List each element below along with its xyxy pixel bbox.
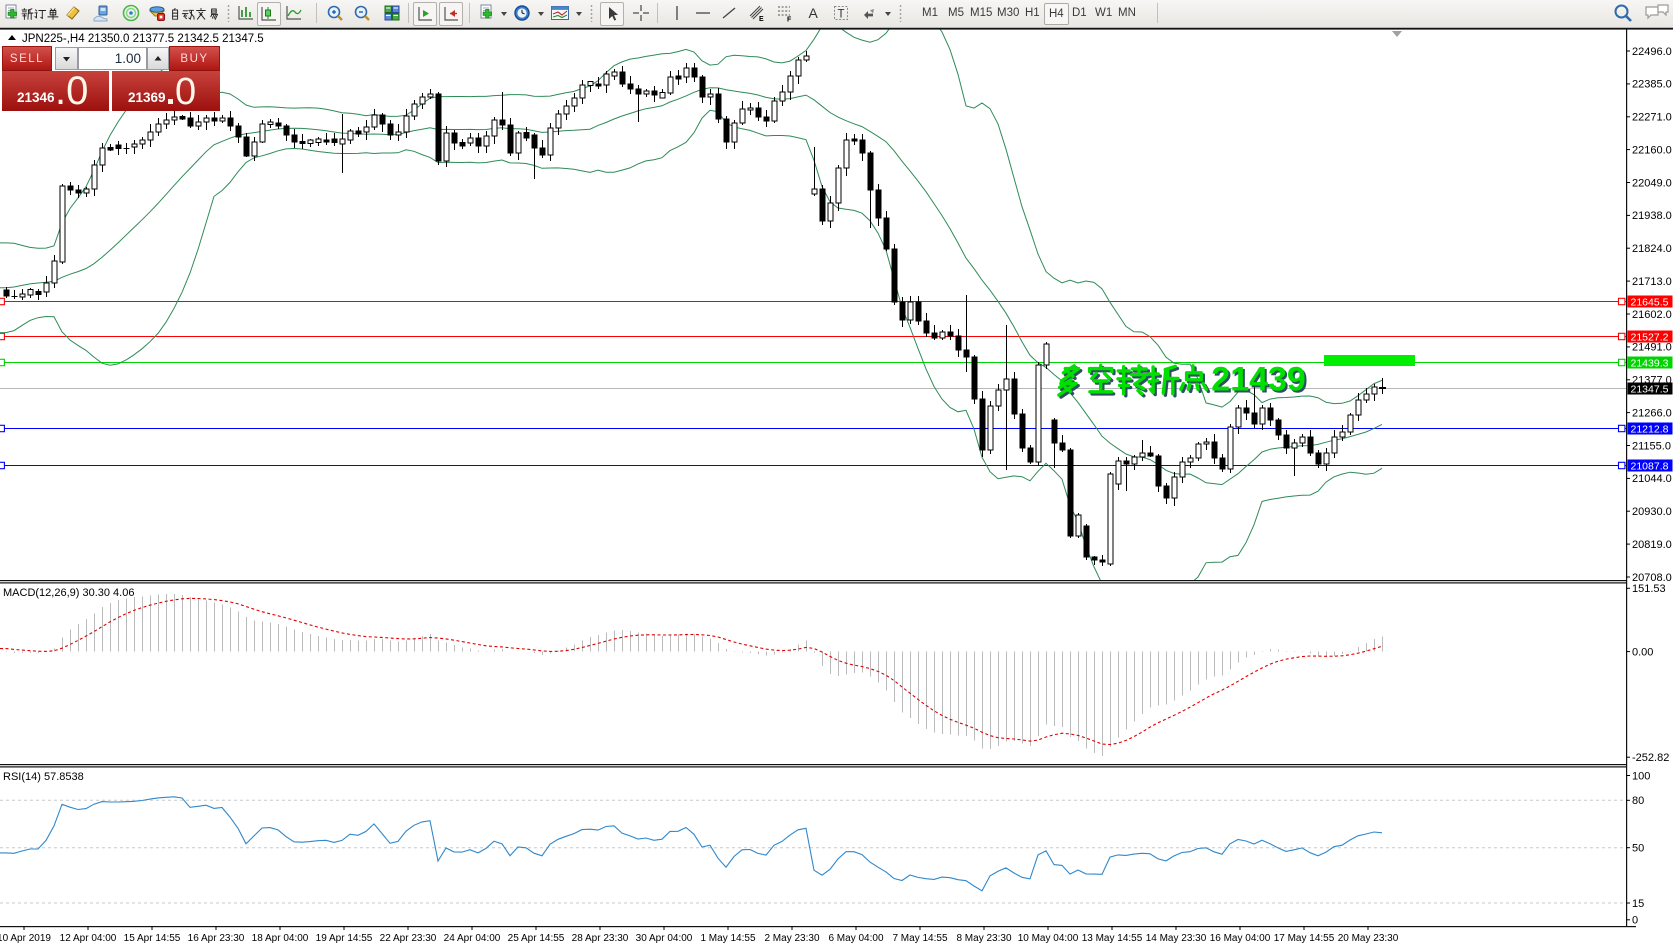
svg-text:20819.0: 20819.0: [1632, 539, 1672, 551]
svg-text:21491.0: 21491.0: [1632, 342, 1672, 354]
svg-text:100: 100: [1632, 770, 1650, 782]
svg-text:22049.0: 22049.0: [1632, 177, 1672, 189]
svg-text:21044.0: 21044.0: [1632, 473, 1672, 485]
svg-text:21713.0: 21713.0: [1632, 276, 1672, 288]
svg-text:15: 15: [1632, 898, 1644, 910]
svg-text:16 May 04:00: 16 May 04:00: [1210, 933, 1271, 944]
svg-text:21645.5: 21645.5: [1631, 296, 1669, 308]
svg-text:21212.8: 21212.8: [1631, 423, 1669, 435]
svg-text:F: F: [787, 17, 792, 23]
svg-text:30 Apr 04:00: 30 Apr 04:00: [636, 933, 693, 944]
svg-text:25 Apr 14:55: 25 Apr 14:55: [508, 933, 565, 944]
svg-text:15 Apr 14:55: 15 Apr 14:55: [124, 933, 181, 944]
svg-text:T: T: [838, 9, 845, 21]
svg-text:24 Apr 04:00: 24 Apr 04:00: [444, 933, 501, 944]
svg-text:22496.0: 22496.0: [1632, 46, 1672, 58]
svg-text:16 Apr 23:30: 16 Apr 23:30: [188, 933, 245, 944]
svg-text:0.00: 0.00: [1632, 646, 1653, 658]
svg-text:28 Apr 23:30: 28 Apr 23:30: [572, 933, 629, 944]
svg-text:10 May 04:00: 10 May 04:00: [1018, 933, 1079, 944]
svg-text:80: 80: [1632, 795, 1644, 807]
svg-text:RSI(14) 57.8538: RSI(14) 57.8538: [3, 771, 84, 783]
svg-text:6 May 04:00: 6 May 04:00: [828, 933, 883, 944]
svg-text:1 May 14:55: 1 May 14:55: [700, 933, 755, 944]
svg-text:21824.0: 21824.0: [1632, 243, 1672, 255]
svg-text:12 Apr 04:00: 12 Apr 04:00: [60, 933, 117, 944]
svg-text:10 Apr 2019: 10 Apr 2019: [0, 933, 51, 944]
svg-text:21439: 21439: [1213, 363, 1308, 401]
svg-text:2 May 23:30: 2 May 23:30: [764, 933, 819, 944]
svg-text:8 May 23:30: 8 May 23:30: [956, 933, 1011, 944]
svg-text:21527.2: 21527.2: [1631, 331, 1669, 343]
svg-text:22 Apr 23:30: 22 Apr 23:30: [380, 933, 437, 944]
svg-text:7 May 14:55: 7 May 14:55: [892, 933, 947, 944]
svg-text:21439.3: 21439.3: [1631, 357, 1669, 369]
svg-text:-252.82: -252.82: [1632, 752, 1669, 764]
svg-text:21347.5: 21347.5: [1631, 383, 1669, 395]
svg-text:20930.0: 20930.0: [1632, 506, 1672, 518]
svg-text:22160.0: 22160.0: [1632, 144, 1672, 156]
svg-text:20 May 23:30: 20 May 23:30: [1338, 933, 1399, 944]
svg-text:21602.0: 21602.0: [1632, 309, 1672, 321]
svg-text:A: A: [809, 5, 819, 21]
svg-text:20708.0: 20708.0: [1632, 572, 1672, 584]
svg-text:18 Apr 04:00: 18 Apr 04:00: [252, 933, 309, 944]
svg-text:21266.0: 21266.0: [1632, 407, 1672, 419]
svg-text:14 May 23:30: 14 May 23:30: [1146, 933, 1207, 944]
svg-text:MACD(12,26,9) 30.30 4.06: MACD(12,26,9) 30.30 4.06: [3, 587, 134, 599]
svg-text:22271.0: 22271.0: [1632, 112, 1672, 124]
svg-text:21087.8: 21087.8: [1631, 460, 1669, 472]
svg-text:21938.0: 21938.0: [1632, 210, 1672, 222]
svg-text:13 May 14:55: 13 May 14:55: [1082, 933, 1143, 944]
svg-text:50: 50: [1632, 843, 1644, 855]
svg-text:19 Apr 14:55: 19 Apr 14:55: [316, 933, 373, 944]
svg-text:JPN225-,H4 21350.0 21377.5 21: JPN225-,H4 21350.0 21377.5 21342.5 21347…: [22, 33, 264, 45]
svg-text:21155.0: 21155.0: [1632, 440, 1671, 452]
svg-text:151.53: 151.53: [1632, 583, 1666, 595]
svg-text:21439: 21439: [1211, 361, 1306, 399]
svg-text:E: E: [759, 16, 764, 22]
svg-text:17 May 14:55: 17 May 14:55: [1274, 933, 1335, 944]
svg-text:22385.0: 22385.0: [1632, 79, 1672, 91]
svg-text:0: 0: [1632, 915, 1638, 927]
